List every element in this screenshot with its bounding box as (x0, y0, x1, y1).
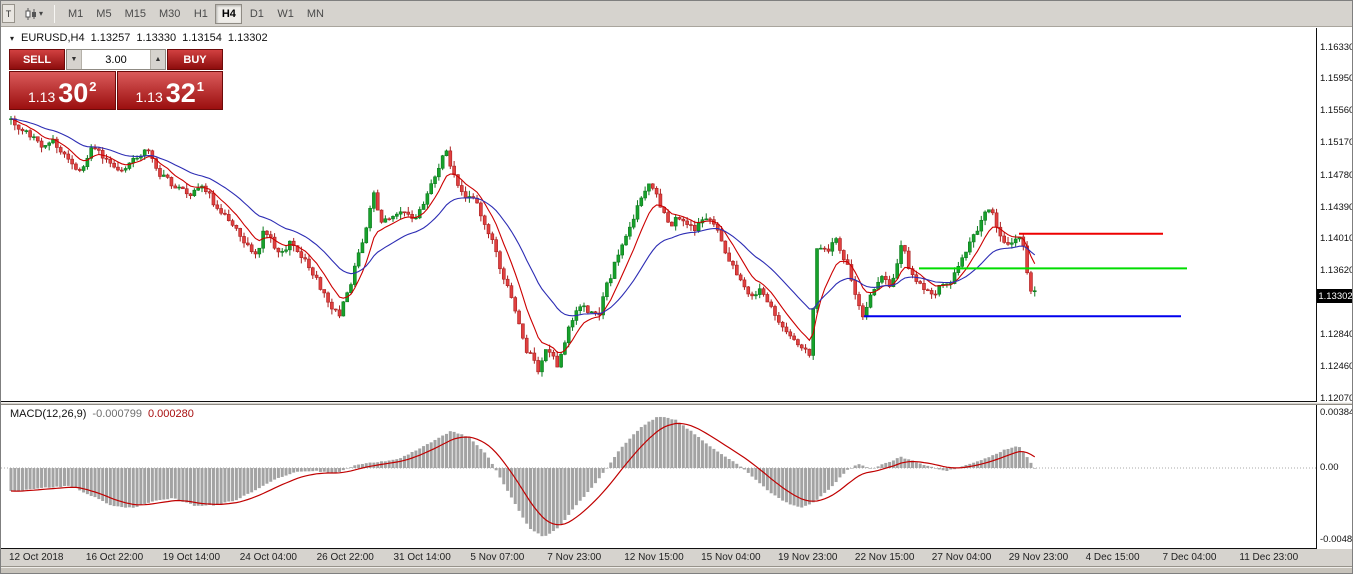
timeframe-button-d1[interactable]: D1 (249, 7, 264, 20)
time-axis[interactable]: 12 Oct 2018 16 Oct 22:00 19 Oct 14:00 24 Oc… (1, 549, 1352, 567)
ohlc-open: 1.13257 (90, 32, 131, 44)
price-axis-label: 1.15560 (1320, 105, 1353, 117)
macd-axis-max: 0.003847 (1320, 407, 1352, 418)
ohlc-close: 1.13302 (227, 32, 268, 44)
price-axis-label: 1.12460 (1320, 360, 1353, 372)
ask-quote-button[interactable]: 1.13 32 1 (116, 71, 223, 110)
time-axis-label: 11 Dec 23:00 (1239, 552, 1299, 563)
bid-figure: 1.13 (27, 88, 56, 105)
bid-pips: 30 (58, 78, 89, 109)
one-click-trading-panel: SELL ▼ 3.00 ▲ BUY 1.13 30 2 1.13 32 1 (9, 49, 223, 110)
macd-axis-min: -0.004856 (1320, 534, 1353, 545)
timeframe-toolbar: M1 M5 M15 M30 H1 H4 D1 W1 MN (62, 3, 331, 24)
timeframe-button-mn[interactable]: MN (306, 7, 324, 20)
buy-button[interactable]: BUY (167, 49, 223, 70)
time-axis-label: 19 Nov 23:00 (778, 552, 838, 563)
volume-decrease-button[interactable]: ▼ (67, 50, 82, 69)
price-axis-label: 1.12840 (1320, 329, 1353, 341)
ohlc-high: 1.13330 (136, 32, 177, 44)
price-axis[interactable]: 1.16330 1.15950 1.15560 1.15170 1.14780 1.143… (1318, 28, 1353, 404)
time-axis-label: 22 Nov 15:00 (854, 552, 915, 563)
time-axis-label: 27 Nov 04:00 (931, 552, 992, 563)
current-price-tag: 1.13302 (1317, 289, 1353, 304)
price-axis-label: 1.12070 (1320, 392, 1353, 404)
time-axis-label: 15 Nov 04:00 (701, 552, 761, 563)
ohlc-low: 1.13154 (182, 32, 222, 44)
macd-value: -0.000799 (92, 408, 142, 420)
macd-title: MACD(12,26,9) -0.000799 0.000280 (10, 408, 194, 420)
timeframe-button-m30[interactable]: M30 (158, 7, 181, 20)
symbol-period-label: EURUSD,H4 (21, 32, 85, 44)
bid-quote-button[interactable]: 1.13 30 2 (9, 71, 116, 110)
price-chart-canvas[interactable] (1, 28, 1316, 401)
toolbar-separator (54, 4, 55, 23)
time-axis-label: 5 Nov 07:00 (470, 552, 525, 563)
sell-button[interactable]: SELL (9, 49, 65, 70)
price-axis-label: 1.14010 (1320, 232, 1353, 244)
macd-panel (1, 405, 1317, 549)
price-axis-label: 1.15170 (1320, 137, 1353, 149)
macd-signal-value: 0.000280 (147, 408, 194, 420)
ask-figure: 1.13 (135, 88, 163, 105)
toolbar-handle[interactable]: T (2, 4, 15, 23)
price-axis-label: 1.14780 (1320, 169, 1353, 181)
price-axis-label: 1.16330 (1320, 41, 1353, 53)
ask-pips: 32 (165, 78, 196, 109)
candlestick-icon (25, 7, 36, 20)
price-axis-label: 1.13620 (1320, 265, 1353, 277)
macd-axis-zero: 0.00 (1320, 462, 1339, 473)
timeframe-button-m5[interactable]: M5 (96, 7, 112, 20)
timeframe-button-h4[interactable]: H4 (215, 3, 243, 24)
volume-spinner: ▼ 3.00 ▲ (66, 49, 166, 70)
time-axis-label: 7 Nov 23:00 (547, 552, 602, 563)
volume-increase-button[interactable]: ▲ (150, 50, 165, 69)
time-axis-label: 31 Oct 14:00 (393, 552, 451, 563)
chevron-down-icon[interactable]: ▾ (39, 9, 44, 18)
timeframe-button-m1[interactable]: M1 (68, 7, 84, 20)
status-strip (1, 567, 1352, 573)
price-axis-label: 1.14390 (1320, 201, 1353, 213)
time-axis-label: 19 Oct 14:00 (162, 552, 221, 563)
price-axis-label: 1.15950 (1320, 73, 1353, 85)
chart-type-icon[interactable] (20, 4, 42, 24)
time-axis-label: 29 Nov 23:00 (1008, 552, 1069, 563)
bid-point: 2 (89, 79, 97, 94)
time-axis-label: 16 Oct 22:00 (85, 552, 144, 563)
time-axis-label: 24 Oct 04:00 (239, 552, 297, 563)
panel-splitter[interactable] (1, 402, 1352, 405)
time-axis-label: 12 Oct 2018 (9, 552, 64, 563)
toolbar: T ▾ M1 M5 M15 M30 H1 H4 D1 W1 MN (1, 1, 1352, 27)
macd-canvas[interactable] (1, 405, 1316, 548)
time-axis-label: 12 Nov 15:00 (624, 552, 684, 563)
time-axis-label: 4 Dec 15:00 (1085, 552, 1140, 563)
one-click-toggle-icon[interactable]: ▾ (10, 33, 15, 43)
timeframe-button-h1[interactable]: H1 (193, 7, 208, 20)
timeframe-button-w1[interactable]: W1 (277, 7, 294, 20)
ask-point: 1 (196, 79, 205, 94)
chart-title: ▾ EURUSD,H4 1.13257 1.13330 1.13154 1.13… (10, 32, 268, 44)
time-axis-label: 26 Oct 22:00 (316, 552, 374, 563)
volume-input[interactable]: 3.00 (82, 50, 150, 69)
time-axis-label: 7 Dec 04:00 (1162, 552, 1217, 563)
timeframe-button-m15[interactable]: M15 (124, 7, 146, 20)
macd-indicator-label: MACD(12,26,9) (10, 408, 87, 420)
